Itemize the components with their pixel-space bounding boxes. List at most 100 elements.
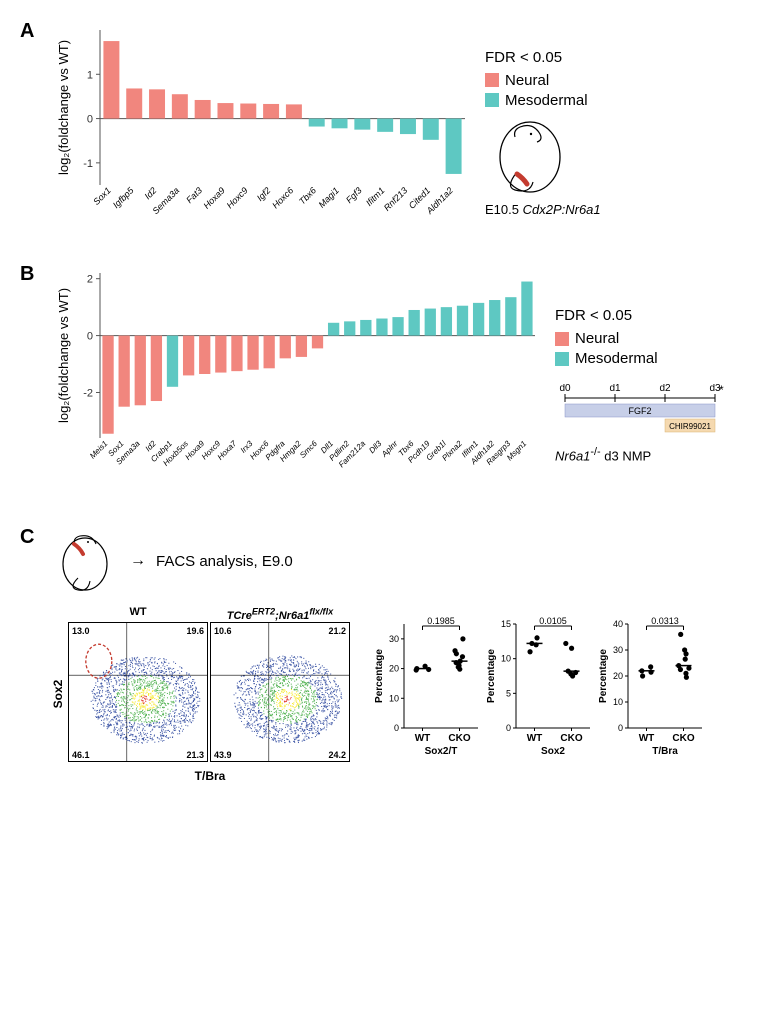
svg-text:20: 20 xyxy=(613,671,623,681)
svg-text:0: 0 xyxy=(506,723,511,733)
panel-a-chart: -101log₂(foldchange vs WT)Sox1Igfbp5Id2S… xyxy=(45,20,475,245)
legend-item-mesodermal: Mesodermal xyxy=(485,92,755,109)
bar-Pcdh19 xyxy=(425,309,436,336)
scatter-T/Bra: 010203040PercentageWTCKO0.0313T/Bra xyxy=(596,606,706,756)
svg-text:Rnf213: Rnf213 xyxy=(382,185,410,213)
legend-label: Neural xyxy=(505,72,549,89)
svg-text:Smc6: Smc6 xyxy=(298,439,319,460)
svg-text:d1: d1 xyxy=(609,384,621,394)
svg-text:10: 10 xyxy=(501,654,511,664)
bar-Hoxc9 xyxy=(215,336,226,373)
svg-text:1: 1 xyxy=(87,69,93,81)
bar-Hoxc9 xyxy=(240,104,256,119)
svg-text:30: 30 xyxy=(389,634,399,644)
bar-Hmga2 xyxy=(296,336,307,357)
bar-Rasgrp3 xyxy=(505,297,516,335)
embryo-icon-c xyxy=(50,526,120,596)
bar-Meis1 xyxy=(102,336,113,434)
bar-Dll3 xyxy=(376,319,387,336)
embryo-icon xyxy=(485,112,575,202)
bar-Hoxc6 xyxy=(264,336,275,369)
svg-text:Igfbp5: Igfbp5 xyxy=(111,185,136,210)
svg-text:Id2: Id2 xyxy=(143,185,159,201)
svg-text:-1: -1 xyxy=(83,158,93,170)
svg-text:5: 5 xyxy=(506,688,511,698)
svg-text:0: 0 xyxy=(87,114,93,126)
bar-Msgn1 xyxy=(521,282,532,336)
bar-Magi1 xyxy=(332,119,348,129)
facs-plot-1: TCreERT2;Nr6a1flx/flx10.621.243.924.2 xyxy=(210,606,350,767)
svg-text:WT: WT xyxy=(527,733,543,744)
panel-b: B -202log₂(foldchange vs WT)Meis1Sox1Sem… xyxy=(20,263,755,508)
bar-Aldh1a2 xyxy=(446,119,462,174)
svg-text:FGF2: FGF2 xyxy=(628,406,651,416)
scatter-Sox2: 051015PercentageWTCKO0.0105Sox2 xyxy=(484,606,594,756)
svg-text:Percentage: Percentage xyxy=(374,649,385,703)
svg-text:0: 0 xyxy=(618,723,623,733)
legend-label: Neural xyxy=(575,330,619,347)
svg-text:Tbx6: Tbx6 xyxy=(297,185,318,206)
svg-text:CKO: CKO xyxy=(672,733,694,744)
svg-text:CHIR99021: CHIR99021 xyxy=(669,422,711,431)
bar-Irx3 xyxy=(247,336,258,370)
bar-Cited1 xyxy=(423,119,439,140)
bar-Fat3 xyxy=(195,100,211,119)
svg-text:Magi1: Magi1 xyxy=(317,185,341,209)
svg-text:Hoxa7: Hoxa7 xyxy=(216,439,239,462)
svg-text:WT: WT xyxy=(415,733,431,744)
facs-plot-0: WT13.019.646.121.3 xyxy=(68,606,208,767)
svg-text:Sox2: Sox2 xyxy=(541,746,565,756)
svg-text:46.1: 46.1 xyxy=(72,750,90,760)
svg-text:40: 40 xyxy=(613,619,623,629)
panel-a-annotation: E10.5 Cdx2P:Nr6a1 xyxy=(485,202,755,217)
svg-text:Sox1: Sox1 xyxy=(91,185,113,207)
bar-Hoxc6 xyxy=(286,104,302,118)
legend-swatch xyxy=(555,332,569,346)
bar-Id2 xyxy=(149,89,165,118)
svg-text:Aplnr: Aplnr xyxy=(379,439,400,460)
svg-text:13.0: 13.0 xyxy=(72,626,90,636)
svg-text:19.6: 19.6 xyxy=(186,626,204,636)
svg-text:CKO: CKO xyxy=(560,733,582,744)
bar-Plxna2 xyxy=(457,306,468,336)
svg-text:30: 30 xyxy=(613,645,623,655)
svg-text:Hoxa9: Hoxa9 xyxy=(201,185,226,210)
svg-text:43.9: 43.9 xyxy=(214,750,232,760)
svg-text:0.0105: 0.0105 xyxy=(539,616,567,626)
svg-text:10: 10 xyxy=(389,693,399,703)
svg-text:21.3: 21.3 xyxy=(186,750,204,760)
bar-Sox1 xyxy=(119,336,130,407)
bar-Rnf213 xyxy=(400,119,416,135)
fdr-label-b: FDR < 0.05 xyxy=(555,307,755,324)
panel-b-annotation: Nr6a1-/- d3 NMP xyxy=(555,446,755,463)
legend-swatch xyxy=(485,93,499,107)
panel-a-side: FDR < 0.05 Neural Mesodermal E10.5 Cdx2P:… xyxy=(475,49,755,217)
bar-Crabp1 xyxy=(167,336,178,387)
svg-text:log₂(foldchange vs WT): log₂(foldchange vs WT) xyxy=(56,40,71,175)
bar-Tbx6 xyxy=(309,119,325,127)
svg-text:Igf2: Igf2 xyxy=(255,185,273,203)
svg-text:Hoxc9: Hoxc9 xyxy=(225,185,250,210)
facs-title: FACS analysis, E9.0 xyxy=(156,553,293,570)
svg-text:20: 20 xyxy=(389,664,399,674)
svg-text:2: 2 xyxy=(87,274,93,286)
legend-item-mesodermal: Mesodermal xyxy=(555,350,755,367)
bar-Hoxa7 xyxy=(231,336,242,372)
bar-Sema3a xyxy=(172,94,188,118)
bar-Ifitm1 xyxy=(473,303,484,336)
panel-b-label: B xyxy=(20,263,34,286)
svg-text:log₂(foldchange vs WT): log₂(foldchange vs WT) xyxy=(56,288,71,423)
bar-Hoxb5os xyxy=(183,336,194,376)
bar-Fam212a xyxy=(360,320,371,336)
svg-text:0: 0 xyxy=(87,331,93,343)
svg-text:d0: d0 xyxy=(559,384,571,394)
svg-text:0.1985: 0.1985 xyxy=(427,616,455,626)
bar-Greb1l xyxy=(441,307,452,335)
bar-Aldh1a2 xyxy=(489,300,500,336)
svg-text:Percentage: Percentage xyxy=(486,649,497,703)
svg-text:0: 0 xyxy=(394,723,399,733)
svg-text:WT: WT xyxy=(639,733,655,744)
svg-text:Fgf3: Fgf3 xyxy=(344,185,364,205)
svg-text:Sox2/T: Sox2/T xyxy=(425,746,458,756)
fdr-label: FDR < 0.05 xyxy=(485,49,755,66)
